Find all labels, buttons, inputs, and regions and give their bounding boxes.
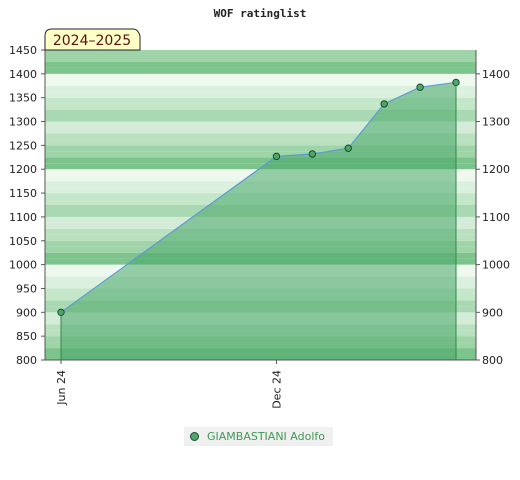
background-band <box>45 50 476 56</box>
y-tick-label-left: 900 <box>16 306 37 319</box>
y-tick-label-left: 1100 <box>9 211 37 224</box>
y-tick-label-right: 1400 <box>482 68 510 81</box>
data-point <box>308 150 317 158</box>
year-badge: 2024–2025 <box>44 28 141 51</box>
y-axis-right: 800 900 1000 1100 1200 1300 1400 <box>476 68 510 367</box>
x-axis: Jun 24 Dec 24 <box>55 360 283 409</box>
series-area-fill <box>61 82 456 360</box>
background-band <box>45 127 476 134</box>
background-band <box>45 85 476 92</box>
legend-label: GIAMBASTIANI Adolfo <box>207 430 325 443</box>
background-band <box>45 79 476 86</box>
y-tick-label-left: 800 <box>16 354 37 367</box>
y-tick-label-right: 1000 <box>482 259 510 272</box>
background-band <box>45 115 476 122</box>
y-tick-label-left: 1400 <box>9 68 37 81</box>
background-band <box>45 139 476 146</box>
x-tick-label: Jun 24 <box>55 370 68 406</box>
background-band <box>45 163 476 170</box>
y-tick-label-left: 950 <box>16 282 37 295</box>
background-band <box>45 157 476 164</box>
y-tick-label-left: 1300 <box>9 116 37 129</box>
data-point <box>272 152 281 161</box>
series-markers <box>57 78 460 317</box>
background-band <box>45 97 476 104</box>
data-point <box>452 78 460 87</box>
y-tick-label-left: 1350 <box>9 92 37 105</box>
background-band <box>45 103 476 110</box>
y-tick-label-left: 1050 <box>9 235 37 248</box>
background-band <box>45 61 476 68</box>
chart-title: WOF ratinglist <box>214 7 307 20</box>
y-tick-label-left: 1150 <box>9 187 37 200</box>
y-tick-label-left: 1450 <box>9 44 37 57</box>
background-band <box>45 91 476 98</box>
background-band <box>45 109 476 116</box>
y-tick-label-left: 1000 <box>9 259 37 272</box>
background-band <box>45 67 476 74</box>
data-point <box>57 308 65 317</box>
y-tick-label-right: 900 <box>482 306 503 319</box>
legend-marker-icon <box>190 432 199 441</box>
y-tick-label-right: 1100 <box>482 211 510 224</box>
y-tick-label-right: 800 <box>482 354 503 367</box>
y-tick-label-left: 1250 <box>9 139 37 152</box>
background-band <box>45 55 476 62</box>
data-point <box>416 83 424 91</box>
y-tick-label-right: 1200 <box>482 163 510 176</box>
y-tick-label-left: 1200 <box>9 163 37 176</box>
y-tick-label-left: 850 <box>16 330 37 343</box>
background-band <box>45 121 476 128</box>
axes <box>44 50 477 361</box>
x-tick-label: Dec 24 <box>270 370 283 409</box>
background-band <box>45 145 476 152</box>
y-tick-label-right: 1300 <box>482 116 510 129</box>
background-band <box>45 151 476 158</box>
data-point <box>344 144 352 152</box>
background-band <box>45 73 476 80</box>
legend: GIAMBASTIANI Adolfo <box>184 427 333 446</box>
data-point <box>380 100 388 108</box>
year-badge-label: 2024–2025 <box>53 33 131 49</box>
background-band <box>45 133 476 140</box>
y-axis-left: 800 850 900 950 1000 1050 1100 1150 1200 1250 1300… <box>9 44 45 367</box>
